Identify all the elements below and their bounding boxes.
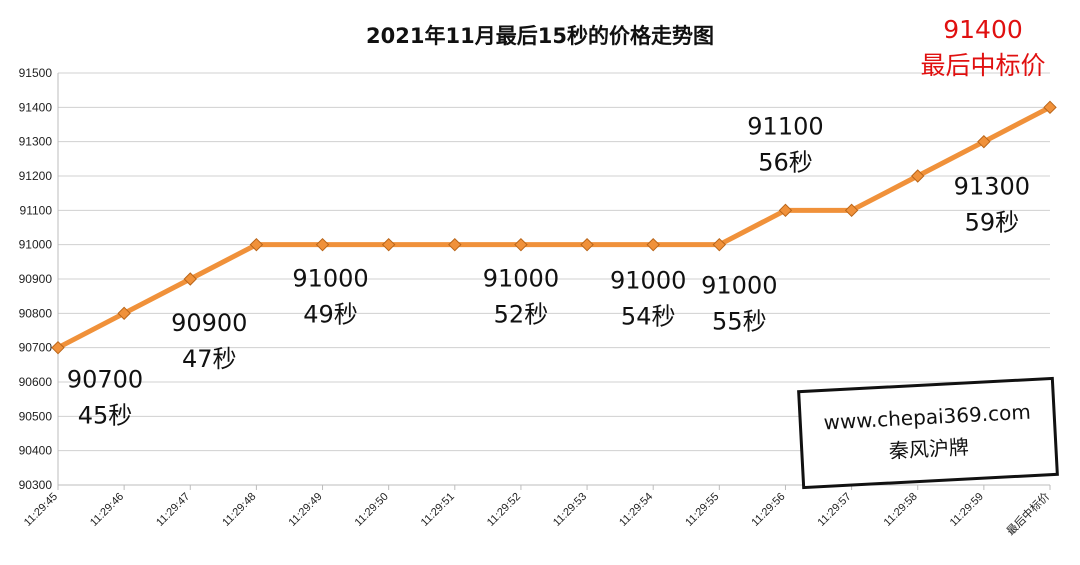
annotation-time: 52秒 xyxy=(494,301,549,329)
annotation-price: 90900 xyxy=(171,309,247,337)
y-tick-label: 91400 xyxy=(19,100,53,114)
annotation-price: 91000 xyxy=(483,265,559,293)
annotation-time: 47秒 xyxy=(182,345,237,373)
y-tick-label: 91300 xyxy=(19,135,53,149)
data-point-marker xyxy=(977,134,991,149)
y-tick-label: 90900 xyxy=(19,272,53,286)
annotation-time: 55秒 xyxy=(712,308,767,336)
annotation-price: 91000 xyxy=(292,265,368,293)
annotation-price: 90700 xyxy=(67,366,143,394)
annotation-price: 91000 xyxy=(701,272,777,300)
data-point-marker xyxy=(249,237,264,252)
x-tick-label: 11:29:49 xyxy=(286,491,324,529)
data-point-marker xyxy=(844,203,859,218)
x-tick-label: 11:29:58 xyxy=(882,491,920,529)
watermark-border xyxy=(797,376,1059,490)
watermark-name: 秦风沪牌 xyxy=(888,435,969,463)
y-tick-label: 90500 xyxy=(19,409,53,423)
annotation-time: 59秒 xyxy=(965,209,1020,237)
annotation-price: 91000 xyxy=(610,267,686,295)
y-tick-label: 91200 xyxy=(19,169,53,183)
annotation-price: 91100 xyxy=(747,112,823,140)
data-point-marker xyxy=(514,237,528,252)
chart-title: 2021年11月最后15秒的价格走势图 xyxy=(366,24,714,48)
y-tick-label: 91000 xyxy=(19,238,53,252)
data-point-marker xyxy=(778,203,793,218)
x-tick-label: 11:29:47 xyxy=(154,491,192,529)
x-tick-label: 最后中标价 xyxy=(1003,489,1052,538)
data-point-marker xyxy=(911,169,925,183)
data-point-marker xyxy=(712,237,727,252)
data-point-marker xyxy=(448,237,462,252)
annotation-time: 45秒 xyxy=(78,402,133,430)
x-tick-label: 11:29:54 xyxy=(617,491,655,529)
data-point-marker xyxy=(1043,100,1057,115)
data-point-marker xyxy=(183,272,197,286)
x-tick-label: 11:29:45 xyxy=(22,491,60,529)
x-tick-label: 11:29:48 xyxy=(220,491,258,529)
annotation-price: 91300 xyxy=(954,173,1030,201)
y-tick-label: 91500 xyxy=(19,66,53,80)
annotation-time: 54秒 xyxy=(621,303,676,331)
y-tick-label: 90800 xyxy=(19,306,53,320)
x-tick-label: 11:29:51 xyxy=(419,491,457,529)
x-axis-ticks: 11:29:45 11:29:46 11:29:47 11:29:48 11:29:49… xyxy=(22,485,1052,538)
annotation-time: 49秒 xyxy=(303,301,358,329)
data-point-marker xyxy=(381,237,396,252)
final-price-annotation: 91400 最后中标价 xyxy=(920,15,1045,80)
x-tick-label: 11:29:50 xyxy=(353,491,391,529)
x-tick-label: 11:29:55 xyxy=(683,491,721,529)
x-tick-label: 11:29:57 xyxy=(816,491,854,529)
data-annotations: 90700 45秒 90900 47秒 91000 49秒 91000 52秒 91000 54秒… xyxy=(67,112,1030,429)
y-axis-ticks: 91500 91400 91300 91200 91100 91000 90900 90800… xyxy=(19,66,53,492)
x-tick-label: 11:29:46 xyxy=(88,491,126,529)
x-tick-label: 11:29:56 xyxy=(749,491,787,529)
data-point-marker xyxy=(117,306,131,321)
watermark-stamp: www.chepai369.com 秦风沪牌 xyxy=(797,376,1059,490)
annotation-time: 56秒 xyxy=(758,148,813,176)
x-tick-label: 11:29:53 xyxy=(551,491,589,529)
data-point-marker xyxy=(646,237,660,252)
y-tick-label: 90300 xyxy=(19,478,53,492)
final-price-value: 91400 xyxy=(943,15,1023,44)
y-tick-label: 91100 xyxy=(20,203,53,217)
y-tick-label: 90700 xyxy=(19,341,53,355)
data-point-marker xyxy=(51,340,65,355)
x-tick-label: 11:29:59 xyxy=(948,491,986,529)
data-point-marker xyxy=(580,237,594,252)
x-tick-label: 11:29:52 xyxy=(485,491,523,529)
price-line xyxy=(55,104,1053,351)
y-tick-label: 90400 xyxy=(19,444,53,458)
data-point-marker xyxy=(315,237,330,252)
price-series xyxy=(51,100,1057,355)
y-tick-label: 90600 xyxy=(19,375,53,389)
final-price-label: 最后中标价 xyxy=(920,51,1045,80)
